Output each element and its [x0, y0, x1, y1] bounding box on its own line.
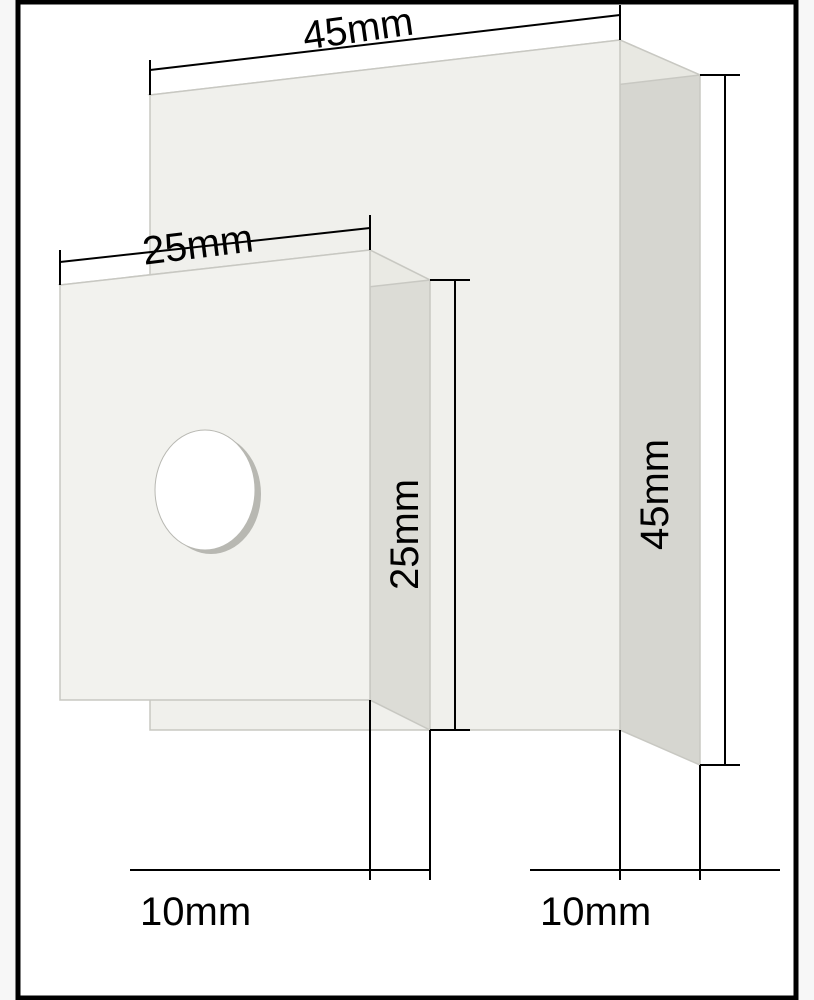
dim-front-height: 25mm [383, 479, 428, 590]
dim-back-depth: 10mm [540, 890, 651, 935]
diagram-stage: 45mm 25mm 45mm 25mm 10mm 10mm [0, 0, 814, 1000]
dim-front-depth: 10mm [140, 890, 251, 935]
dim-back-height: 45mm [633, 439, 678, 550]
